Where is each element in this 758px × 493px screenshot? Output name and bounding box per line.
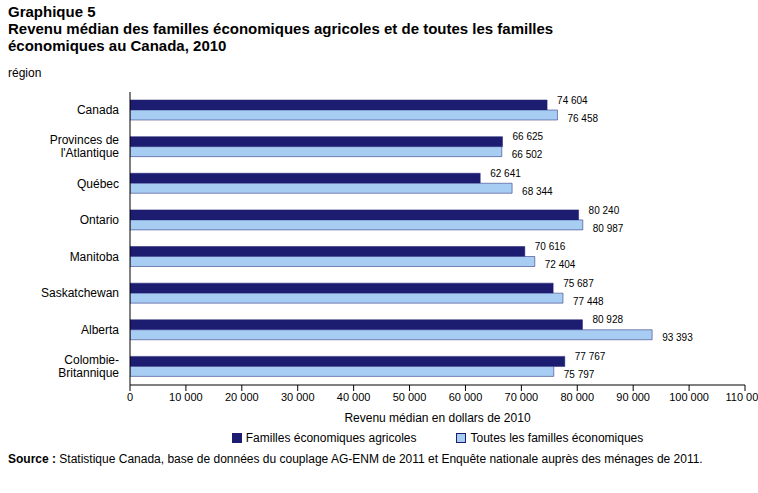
- svg-text:60 000: 60 000: [449, 391, 483, 403]
- svg-text:80 928: 80 928: [592, 314, 623, 325]
- svg-text:110 000: 110 000: [726, 391, 750, 403]
- svg-text:80 000: 80 000: [560, 391, 594, 403]
- svg-text:80 987: 80 987: [593, 223, 624, 234]
- svg-text:40 000: 40 000: [337, 391, 371, 403]
- svg-text:70 616: 70 616: [535, 241, 566, 252]
- svg-text:30 000: 30 000: [281, 391, 315, 403]
- svg-text:75 797: 75 797: [564, 369, 595, 380]
- svg-text:50 000: 50 000: [393, 391, 427, 403]
- svg-text:70 000: 70 000: [505, 391, 539, 403]
- html-text:Revenu médian en dollars de 20: Revenu médian en dollars de 2010: [344, 411, 531, 425]
- svg-text:20 000: 20 000: [225, 391, 259, 403]
- svg-text:74 604: 74 604: [557, 95, 588, 106]
- svg-text:75 687: 75 687: [563, 278, 594, 289]
- svg-text:77 767: 77 767: [575, 351, 606, 362]
- svg-text:76 458: 76 458: [567, 113, 598, 124]
- svg-text:80 240: 80 240: [589, 205, 620, 216]
- svg-text:68 344: 68 344: [522, 186, 553, 197]
- html-text:région: région: [8, 66, 42, 80]
- svg-text:77 448: 77 448: [573, 296, 604, 307]
- svg-text:Canada: Canada: [77, 103, 119, 117]
- svg-text:66 625: 66 625: [512, 131, 543, 142]
- html-text:Graphique 5: Graphique 5: [8, 3, 96, 20]
- svg-text:Alberta: Alberta: [81, 323, 119, 337]
- svg-text:Provinces del'Atlantique: Provinces del'Atlantique: [50, 133, 120, 160]
- svg-text:90 000: 90 000: [616, 391, 650, 403]
- svg-text:66 502: 66 502: [512, 149, 543, 160]
- html-text:Source : Statistique Canada, b: Source : Statistique Canada, base de don…: [8, 452, 703, 466]
- svg-text:100 000: 100 000: [669, 391, 709, 403]
- html-text:Familles économiques agricoles: Familles économiques agricoles: [245, 431, 417, 445]
- svg-text:Manitoba: Manitoba: [70, 250, 120, 264]
- svg-text:0: 0: [127, 391, 133, 403]
- svg-text:93 393: 93 393: [662, 332, 693, 343]
- svg-text:Saskatchewan: Saskatchewan: [41, 286, 119, 300]
- svg-text:62 641: 62 641: [490, 168, 521, 179]
- svg-text:Québec: Québec: [77, 177, 119, 191]
- svg-text:10 000: 10 000: [169, 391, 203, 403]
- svg-text:Ontario: Ontario: [80, 213, 120, 227]
- svg-text:72 404: 72 404: [545, 259, 576, 270]
- svg-text:Colombie-Britannique: Colombie-Britannique: [58, 353, 119, 380]
- html-text:Toutes les familles économique: Toutes les familles économiques: [470, 431, 644, 445]
- html-text:Revenu médian des familles éco: Revenu médian des familles économiques a…: [8, 20, 554, 54]
